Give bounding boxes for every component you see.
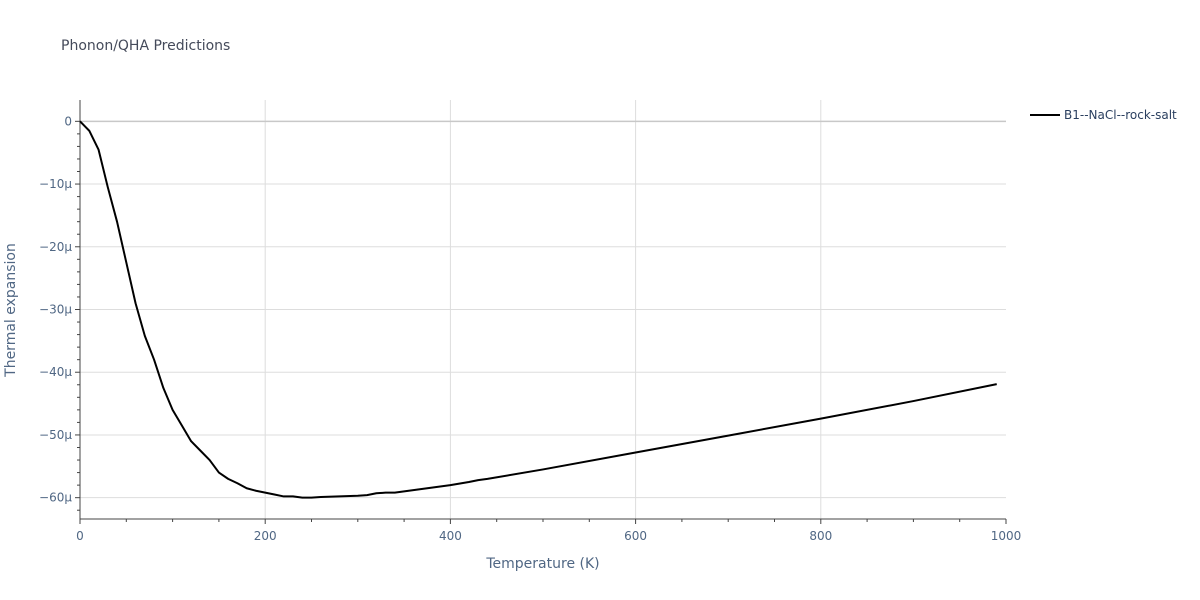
y-tick-label: 0 (64, 114, 72, 128)
x-axis: 0 200 400 600 800 1000 (76, 518, 1022, 543)
grid (80, 100, 1006, 519)
x-tick-label: 400 (439, 529, 462, 543)
x-tick-label: 800 (809, 529, 832, 543)
x-tick-label: 0 (76, 529, 84, 543)
y-tick-label: −40μ (39, 365, 72, 379)
series-layer (79, 120, 997, 499)
x-tick-label: 200 (254, 529, 277, 543)
y-tick-label: −60μ (39, 491, 72, 505)
x-axis-title: Temperature (K) (485, 556, 599, 572)
x-tick-label: 1000 (991, 529, 1022, 543)
y-tick-label: −30μ (39, 303, 72, 317)
legend-label: B1--NaCl--rock-salt (1064, 108, 1177, 122)
y-axis: 0 −10μ −20μ −30μ −40μ −50μ −60μ (39, 100, 81, 519)
chart-title: Phonon/QHA Predictions (61, 38, 230, 54)
y-tick-label: −20μ (39, 240, 72, 254)
series-line (79, 120, 997, 499)
legend[interactable]: B1--NaCl--rock-salt (1030, 108, 1177, 122)
x-tick-label: 600 (624, 529, 647, 543)
y-tick-label: −10μ (39, 177, 72, 191)
y-tick-label: −50μ (39, 428, 72, 442)
y-axis-title: Thermal expansion (3, 243, 19, 378)
